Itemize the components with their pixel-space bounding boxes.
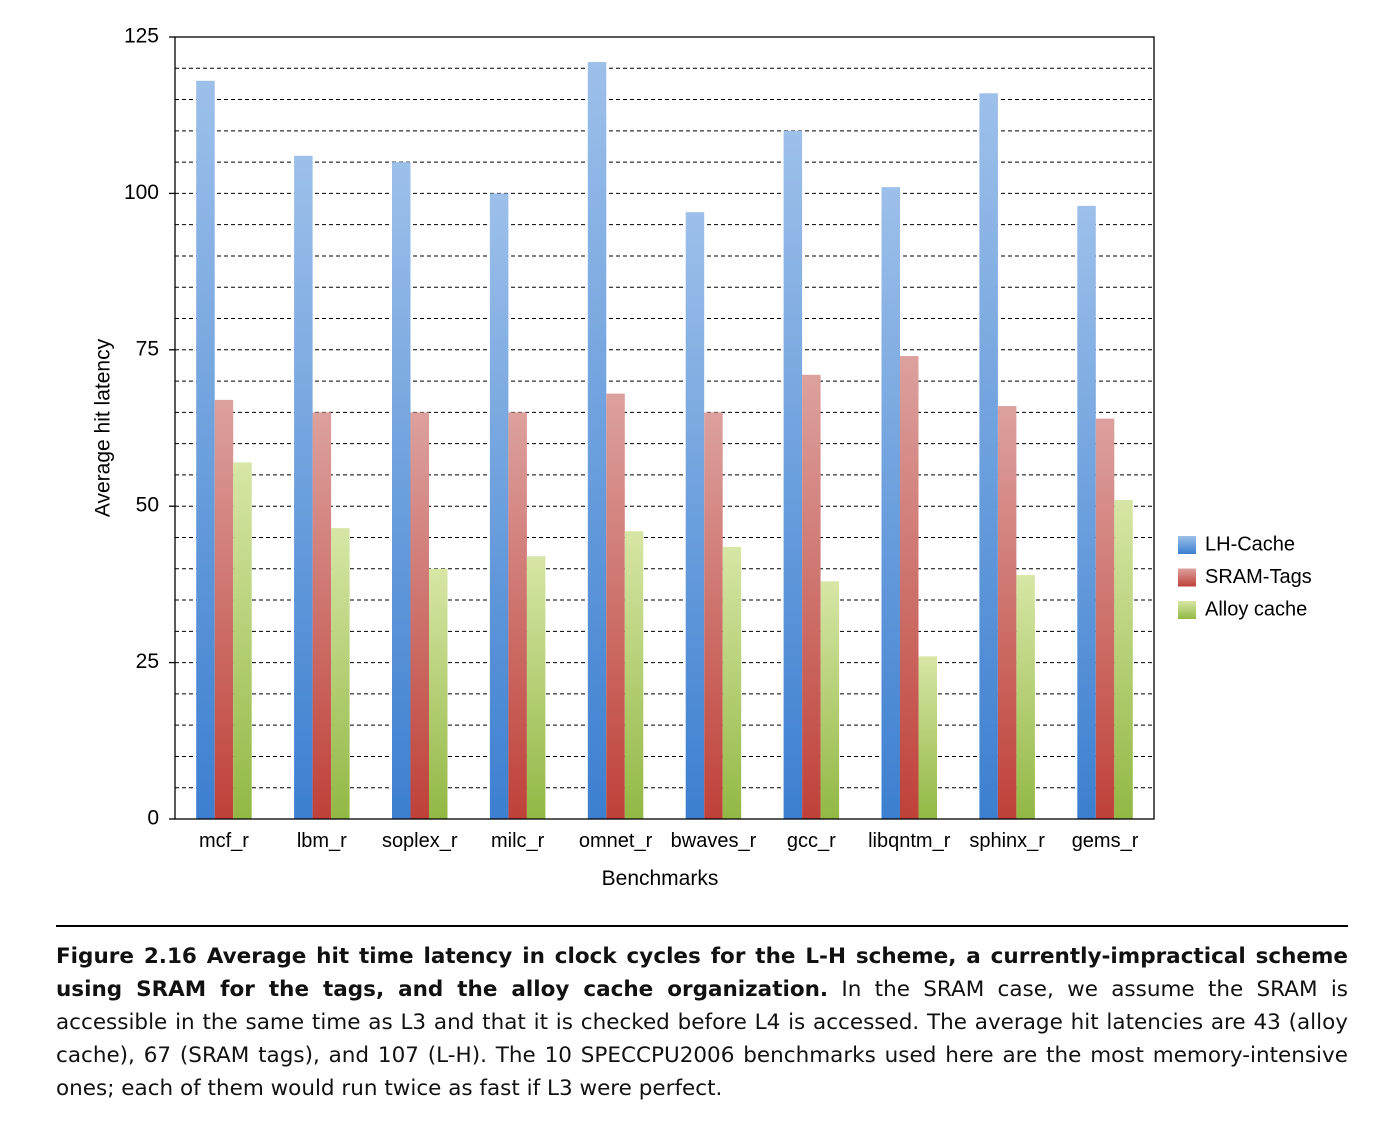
bar-lh-cache-bwaves_r (685, 212, 705, 820)
bar-alloy-cache-sphinx_r (1016, 575, 1035, 819)
caption-divider (56, 925, 1348, 927)
bar-lh-cache-milc_r (489, 193, 509, 819)
bar-lh-cache-soplex_r (392, 162, 411, 819)
bar-sram-tags-lbm_r (312, 412, 332, 819)
x-tick-label: gcc_r (787, 830, 836, 852)
bar-alloy-cache-omnet_r (624, 531, 644, 819)
bar-lh-cache-omnet_r (587, 62, 607, 819)
caption-body: In the SRAM case, we assume the SRAM is … (56, 977, 1348, 1101)
bar-lh-cache-libqntm_r (881, 187, 900, 819)
bar-sram-tags-mcf_r (214, 399, 234, 819)
bar-lh-cache-gcc_r (783, 130, 803, 820)
bar-alloy-cache-lbm_r (331, 528, 350, 819)
y-tick-label: 0 (147, 807, 159, 830)
bar-alloy-cache-libqntm_r (918, 656, 937, 819)
bar-sram-tags-gems_r (1095, 418, 1115, 819)
caption-lead: Figure 2.16 Average hit time latency in … (56, 944, 1348, 1002)
x-axis-ticks: mcf_r lbm_r soplex_r milc_r omnet_r bwaves_r g… (199, 830, 1139, 852)
plot-frame (174, 36, 1155, 820)
y-tick-label: 50 (136, 494, 159, 517)
x-tick-label: mcf_r (199, 830, 249, 852)
legend-label: Alloy cache (1205, 598, 1307, 620)
y-tick-label: 75 (136, 337, 159, 360)
bar-lh-cache-lbm_r (294, 155, 313, 820)
y-tick-label: 100 (124, 181, 159, 204)
legend-label: SRAM-Tags (1205, 566, 1312, 588)
y-axis-label: Average hit latency (92, 338, 115, 517)
legend-swatch (1178, 601, 1196, 619)
x-tick-label: milc_r (491, 830, 545, 852)
y-tick-label: 25 (136, 650, 159, 673)
figure-caption: Figure 2.16 Average hit time latency in … (56, 940, 1348, 1105)
x-tick-label: lbm_r (297, 830, 347, 852)
x-tick-label: soplex_r (382, 830, 458, 852)
legend-swatch (1178, 536, 1196, 554)
y-axis-ticks: 0 25 50 75 100 125 (124, 25, 175, 830)
bar-sram-tags-gcc_r (802, 374, 821, 819)
legend: LH-Cache SRAM-Tags Alloy cache (1178, 533, 1312, 620)
bar-sram-tags-libqntm_r (900, 356, 919, 819)
bar-lh-cache-mcf_r (196, 80, 215, 820)
bar-alloy-cache-milc_r (526, 556, 546, 819)
x-axis-label: Benchmarks (602, 867, 719, 890)
x-tick-label: libqntm_r (868, 830, 951, 852)
bar-sram-tags-soplex_r (410, 412, 429, 819)
bar-sram-tags-omnet_r (606, 393, 625, 819)
bar-lh-cache-gems_r (1077, 205, 1096, 819)
bar-chart: 0 25 50 75 100 125 mcf_r lbm_r soplex_r milc_r om… (92, 25, 1312, 890)
x-tick-label: bwaves_r (671, 830, 757, 852)
bar-sram-tags-milc_r (508, 412, 527, 819)
bar-alloy-cache-mcf_r (233, 462, 252, 819)
x-tick-label: omnet_r (579, 830, 653, 852)
bar-alloy-cache-gcc_r (820, 581, 840, 819)
bar-alloy-cache-bwaves_r (722, 546, 742, 819)
bars (196, 62, 1133, 820)
bar-sram-tags-bwaves_r (704, 412, 723, 819)
y-tick-label: 125 (124, 25, 159, 48)
bar-alloy-cache-gems_r (1114, 499, 1133, 819)
bar-lh-cache-sphinx_r (979, 93, 998, 820)
x-tick-label: gems_r (1072, 830, 1139, 852)
bar-alloy-cache-soplex_r (429, 568, 448, 819)
x-tick-label: sphinx_r (969, 830, 1045, 852)
bar-sram-tags-sphinx_r (997, 406, 1017, 819)
legend-label: LH-Cache (1205, 533, 1295, 555)
legend-swatch (1178, 568, 1196, 587)
